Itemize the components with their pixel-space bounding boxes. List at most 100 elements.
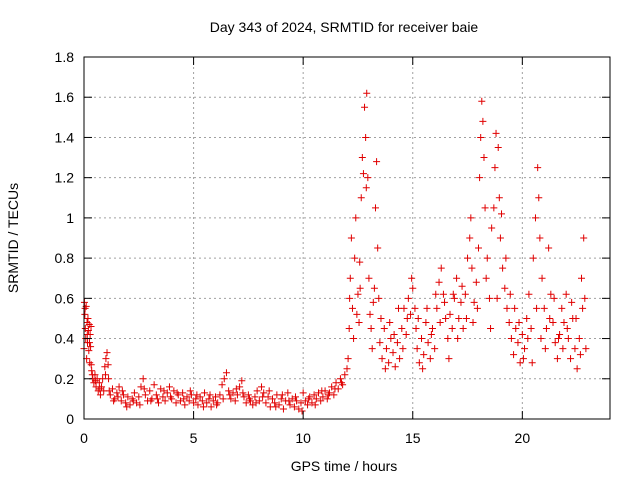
data-point [110,397,118,405]
data-point [205,395,213,403]
data-point [161,397,169,405]
data-point [507,335,515,343]
data-point [253,387,261,395]
data-point [475,244,482,252]
data-point [535,194,543,202]
data-point [136,401,144,409]
data-point [95,379,103,387]
data-point [159,393,167,401]
data-point [167,393,175,401]
data-point [83,331,91,339]
data-point [546,314,554,322]
data-point [220,375,228,383]
data-point [305,395,313,403]
data-point [459,325,467,332]
data-point [572,314,580,322]
data-point [81,310,89,318]
data-point [448,325,456,332]
data-point [124,393,132,401]
data-point [117,397,125,405]
grid-lines [84,57,610,419]
data-point [521,345,529,353]
data-point [502,254,510,262]
data-point [113,389,121,397]
y-tick-label: 0.4 [55,331,75,347]
data-point [503,304,511,312]
data-point [472,278,480,286]
data-point [347,234,355,242]
data-point [534,164,542,172]
data-point [348,304,356,312]
data-point [181,401,189,409]
data-point [540,304,548,312]
data-point [395,304,403,312]
data-point [317,397,325,405]
data-point [376,339,384,347]
data-point [103,349,111,357]
data-point [364,174,372,182]
data-point [571,345,579,353]
data-point [527,325,535,332]
data-point [259,393,267,401]
data-point [99,375,107,383]
data-point [473,304,481,312]
data-point [252,399,260,407]
data-point [387,335,395,343]
x-tick-label: 10 [295,430,311,446]
data-point [286,401,294,409]
data-point [433,304,441,312]
data-point [482,274,490,282]
data-point [541,345,549,353]
data-point [420,351,428,359]
data-point [515,318,523,326]
data-point [239,389,247,397]
data-point [402,331,410,339]
data-point [373,158,381,166]
y-tick-label: 1.4 [55,129,75,145]
data-point [194,401,202,409]
data-point [102,355,110,363]
data-point [324,391,332,399]
data-point [130,389,138,397]
data-point [343,365,351,373]
data-point [479,117,487,125]
data-point [105,375,113,383]
data-point [260,389,268,397]
data-point [542,325,550,332]
data-point [499,264,507,272]
data-point [310,391,318,399]
data-point [374,244,382,252]
data-point [450,294,458,302]
data-point [238,377,246,385]
data-point [554,335,562,343]
data-point [413,345,421,353]
data-point [153,395,161,403]
data-point [84,314,92,322]
data-point [129,397,137,405]
data-point [398,325,406,332]
data-point [84,327,92,335]
data-point [244,391,252,399]
x-tick-label: 0 [80,430,88,446]
data-point [358,154,366,162]
data-point [123,403,131,411]
data-point [564,335,572,343]
data-point [141,391,149,399]
data-point [567,355,575,363]
data-point [369,298,377,306]
data-point [115,383,123,391]
data-point [558,304,566,312]
x-tick-label: 5 [190,430,198,446]
data-point [445,355,453,363]
data-point [380,325,388,332]
data-point [227,395,235,403]
data-point [101,371,109,379]
data-point [304,401,312,409]
data-point [190,399,198,407]
data-point [419,365,427,373]
data-point [478,97,486,105]
data-point [512,325,520,332]
data-point [173,389,181,397]
data-point [525,290,533,298]
